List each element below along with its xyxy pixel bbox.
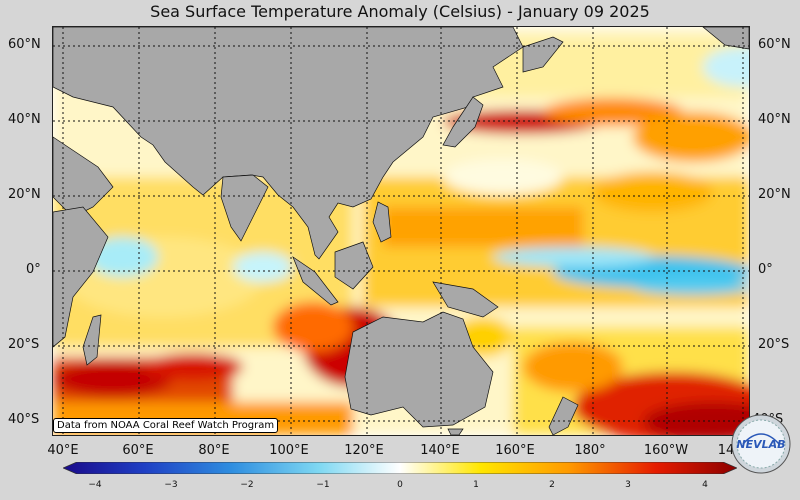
colorbar-tick: 2	[549, 480, 555, 490]
lon-label: 100°E	[269, 443, 309, 458]
graticule	[53, 27, 749, 435]
source-note: Data from NOAA Coral Reef Watch Program	[53, 418, 279, 433]
colorbar-tick: 4	[702, 480, 708, 490]
lon-label: 160°E	[495, 443, 535, 458]
colorbar-tick: −4	[88, 480, 102, 490]
lon-label: 120°E	[344, 443, 384, 458]
colorbar-tick: 0	[397, 480, 403, 490]
lat-label-left: 60°N	[8, 37, 41, 52]
lat-label-left: 40°S	[8, 412, 40, 427]
lat-label-left: 0°	[26, 262, 41, 277]
lat-label-left: 20°N	[8, 187, 41, 202]
lon-label: 140°E	[420, 443, 460, 458]
colorbar-tick: −2	[240, 480, 254, 490]
colorbar-tick: 3	[625, 480, 631, 490]
anomaly-map	[52, 26, 750, 436]
map-title: Sea Surface Temperature Anomaly (Celsius…	[150, 2, 650, 21]
lat-label-left: 20°S	[8, 337, 40, 352]
lon-label: 180°	[574, 443, 606, 458]
colorbar-tick: 1	[473, 480, 479, 490]
lon-label: 160°W	[643, 443, 689, 458]
lon-label: 14	[717, 443, 735, 458]
colorbar-tick: −3	[164, 480, 178, 490]
nevlab-logo: NEVLAB	[731, 414, 791, 474]
colorbar-tick: −1	[316, 480, 330, 490]
lat-label-right: 20°S	[758, 337, 790, 352]
logo-text: NEVLAB	[736, 438, 785, 451]
land	[53, 27, 749, 435]
map-svg	[53, 27, 749, 435]
lon-label: 40°E	[47, 443, 79, 458]
lat-label-right: 0°	[758, 262, 773, 277]
lat-label-right: 20°N	[758, 187, 791, 202]
lon-label: 60°E	[122, 443, 154, 458]
lat-label-right: 40°N	[758, 112, 791, 127]
colorbar	[63, 462, 737, 474]
lat-label-right: 60°N	[758, 37, 791, 52]
lon-label: 80°E	[198, 443, 230, 458]
lat-label-left: 40°N	[8, 112, 41, 127]
